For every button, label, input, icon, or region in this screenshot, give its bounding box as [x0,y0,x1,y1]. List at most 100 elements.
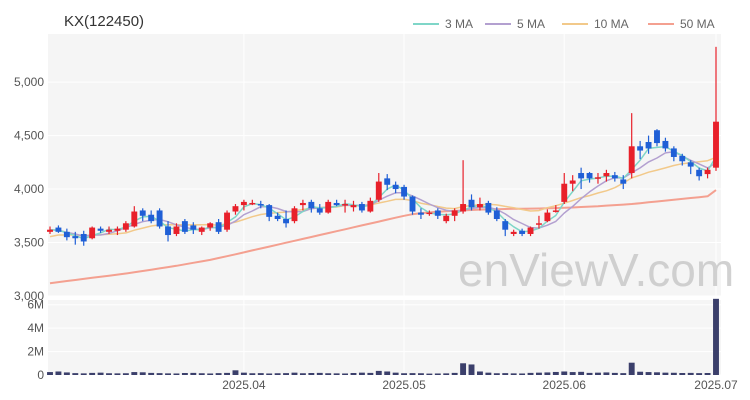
candle-body [409,196,416,212]
volume-bar [426,373,433,375]
candle-body [122,223,129,230]
candle-body [316,208,323,213]
volume-bar [586,372,593,375]
volume-bar [274,373,281,375]
candle-body [249,202,256,205]
volume-bar [654,372,660,375]
volume-bar [670,372,677,375]
legend: 3 MA 5 MA 10 MA 50 MA [413,17,715,31]
candle-body [696,169,703,177]
volume-bar [561,371,568,375]
volume-tick-label: 6M [27,298,44,312]
volume-tick-label: 2M [27,345,44,359]
candle-body [401,186,408,197]
candle-body [190,225,197,230]
volume-bar [713,298,719,375]
volume-bar [308,373,315,375]
candle-body [342,204,349,206]
volume-bar [628,362,635,375]
volume-bar [207,373,214,375]
volume-bar [72,373,79,375]
volume-bar [401,373,408,375]
candle-body [114,228,121,231]
volume-bar [156,373,163,375]
volume-bar [637,371,644,375]
volume-bar [552,371,559,375]
candle-body [266,205,273,217]
volume-bar [190,372,197,375]
volume-bar [342,373,349,375]
volume-bar [620,373,627,375]
volume-bar [476,371,483,375]
volume-bar [240,372,247,375]
candle-body [80,233,87,242]
candle-body [586,173,593,179]
price-tick-label: 3,500 [14,236,44,250]
candle-body [257,204,264,206]
volume-bar [232,370,239,375]
legend-label: 3 MA [445,17,473,31]
candle-body [493,210,500,220]
volume-bar [527,372,534,375]
volume-bar [510,373,517,375]
candle-body [72,236,79,239]
volume-bar [283,373,290,375]
candle-body [544,212,551,222]
volume-bar [595,372,601,375]
candle-body [156,210,163,227]
volume-bar [148,372,155,375]
price-tick-label: 3,000 [14,289,44,303]
volume-bar [333,373,340,375]
volume-bar [106,373,112,375]
volume-bar [502,373,509,375]
candle-body [679,155,686,162]
volume-bar [645,372,652,375]
candle-body [460,204,467,212]
candle-body [392,184,399,190]
candle-body [510,231,517,234]
candle-body [670,148,677,157]
ma50-line [49,189,717,285]
volume-bar [519,373,526,375]
volume-bar [468,364,475,375]
candle-body [519,230,526,234]
volume-bar [139,372,146,375]
candle-body [476,204,483,208]
volume-tick-label: 4M [27,321,44,335]
candle-body [283,219,290,224]
volume-bar [443,373,450,375]
volume-bar [249,373,256,375]
price-tick-label: 5,000 [14,75,44,89]
volume-bar [662,372,669,375]
volume-bar [687,372,694,375]
candle-body [536,223,542,225]
candle-body [569,180,576,184]
candle-body [645,142,652,149]
candle-body [417,212,424,215]
x-tick-label: 2025.06 [543,378,587,392]
candle-body [181,221,188,232]
candle-body [299,202,306,206]
candle-body [358,204,365,211]
candle-body [224,212,230,230]
volume-bar [409,373,416,375]
candle-body [173,226,180,234]
legend-label: 10 MA [594,17,629,31]
ma50-series [49,189,717,285]
candle-body [165,226,171,236]
x-tick-label: 2025.04 [222,378,266,392]
price-panel [48,34,721,296]
candle-body [240,201,247,206]
volume-bar [578,371,585,375]
candle-body [63,231,70,238]
candle-body [55,227,62,232]
volume-bar [696,373,703,375]
candle-body [207,223,214,228]
candle-body [628,146,635,174]
candle-body [687,162,694,167]
candle-body [561,183,568,202]
candle-body [325,201,332,213]
volume-bar [679,373,686,375]
candle-body [654,130,660,144]
